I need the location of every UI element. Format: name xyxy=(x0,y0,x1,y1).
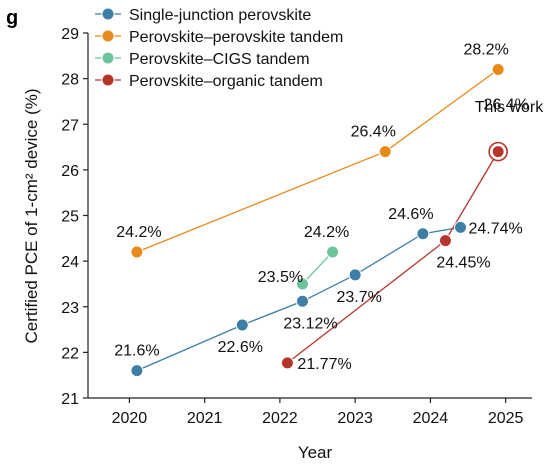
data-point-perovskite-cigs-tandem xyxy=(295,277,309,291)
axes: 21 22 23 24 25 26 27 28 29 2020 2021 2022 2023 2024 20… xyxy=(61,26,532,427)
x-tick-label: 2022 xyxy=(262,410,298,427)
data-point-perovskite-perovskite-tandem xyxy=(130,245,144,259)
y-tick-label: 23 xyxy=(61,300,79,317)
legend-label-perovskite-cigs-tandem: Perovskite–CIGS tandem xyxy=(129,51,310,68)
data-point-perovskite-organic-tandem xyxy=(491,145,505,159)
y-tick-label: 27 xyxy=(61,117,79,134)
data-label-perovskite-perovskite-tandem: 24.2% xyxy=(116,224,161,241)
data-point-single-junction-perovskite xyxy=(295,294,309,308)
data-point-single-junction-perovskite xyxy=(130,364,144,378)
data-point-perovskite-perovskite-tandem xyxy=(491,63,505,76)
panel-label: g xyxy=(6,7,18,29)
y-tick-label: 21 xyxy=(61,391,79,408)
data-label-single-junction-perovskite: 24.6% xyxy=(388,206,433,223)
data-label-single-junction-perovskite: 24.74% xyxy=(469,220,523,237)
y-tick-label: 26 xyxy=(61,163,79,180)
legend-marker-perovskite-perovskite-tandem xyxy=(101,29,115,43)
data-label-single-junction-perovskite: 23.7% xyxy=(336,289,381,306)
legend-label-single-junction-perovskite: Single-junction perovskite xyxy=(129,7,311,24)
data-label-single-junction-perovskite: 21.6% xyxy=(114,343,159,360)
data-point-single-junction-perovskite xyxy=(416,227,430,241)
data-point-perovskite-cigs-tandem xyxy=(326,245,340,259)
data-label-single-junction-perovskite: 23.12% xyxy=(283,315,337,332)
data-label-perovskite-perovskite-tandem: 28.2% xyxy=(463,42,508,59)
data-label-perovskite-organic-tandem: 24.45% xyxy=(436,255,490,272)
x-tick-label: 2024 xyxy=(413,410,449,427)
data-label-perovskite-cigs-tandem: 23.5% xyxy=(258,269,303,286)
x-tick-label: 2023 xyxy=(337,410,373,427)
y-tick-label: 25 xyxy=(61,209,79,226)
data-label-perovskite-cigs-tandem: 24.2% xyxy=(304,224,349,241)
series-line-perovskite-cigs-tandem xyxy=(301,251,334,285)
data-point-single-junction-perovskite xyxy=(235,318,249,332)
data-label-single-junction-perovskite: 22.6% xyxy=(218,339,263,356)
annotation-this-work: This work xyxy=(475,99,544,116)
legend-marker-perovskite-cigs-tandem xyxy=(101,51,115,65)
series-points xyxy=(130,63,508,378)
x-axis-title: Year xyxy=(298,443,333,462)
y-axis-title: Certified PCE of 1-cm² device (%) xyxy=(22,88,41,343)
y-tick-label: 28 xyxy=(61,72,79,89)
y-tick-label: 24 xyxy=(61,254,79,271)
data-label-perovskite-perovskite-tandem: 26.4% xyxy=(351,124,396,141)
legend-marker-perovskite-organic-tandem xyxy=(101,73,115,87)
data-point-single-junction-perovskite xyxy=(454,220,468,234)
data-label-perovskite-organic-tandem: 26.4% xyxy=(483,97,528,114)
legend: Single-junction perovskite Perovskite–per… xyxy=(95,7,343,90)
data-point-perovskite-organic-tandem xyxy=(438,234,452,248)
legend-label-perovskite-perovskite-tandem: Perovskite–perovskite tandem xyxy=(129,29,343,46)
x-tick-label: 2025 xyxy=(488,410,524,427)
y-tick-label: 29 xyxy=(61,26,79,43)
data-point-perovskite-perovskite-tandem xyxy=(378,145,392,159)
legend-label-perovskite-organic-tandem: Perovskite–organic tandem xyxy=(129,73,323,90)
data-point-perovskite-organic-tandem xyxy=(280,356,294,370)
data-label-perovskite-organic-tandem: 21.77% xyxy=(297,356,351,373)
data-point-single-junction-perovskite xyxy=(348,268,362,282)
legend-marker-single-junction-perovskite xyxy=(101,7,115,21)
x-tick-label: 2021 xyxy=(187,410,223,427)
data-labels: 21.6% 22.6% 23.12% 23.7% 24.6% 24.74% 24.2% 26.… xyxy=(114,42,529,373)
y-tick-label: 22 xyxy=(61,345,79,362)
x-tick-label: 2020 xyxy=(112,410,148,427)
